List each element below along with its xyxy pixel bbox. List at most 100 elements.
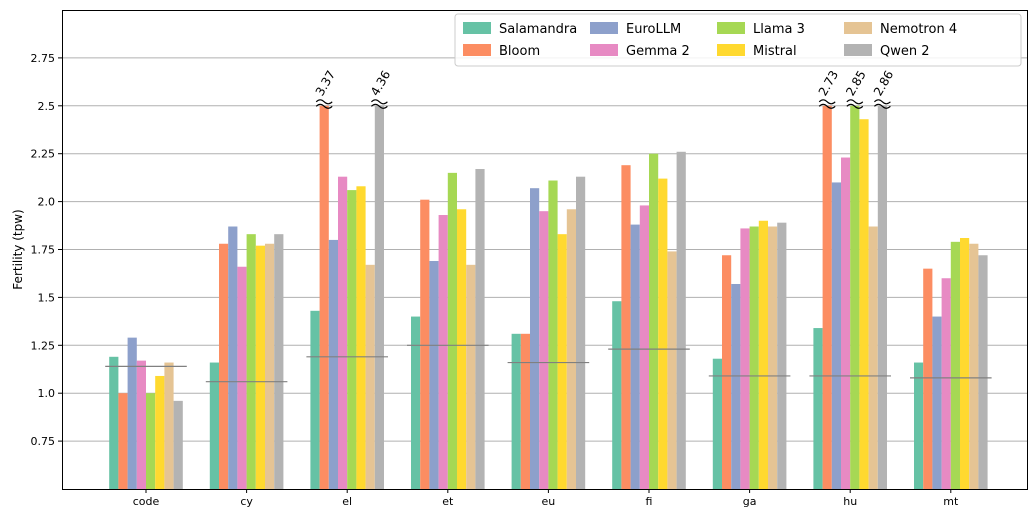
axis-break-marker <box>315 103 333 109</box>
bar <box>155 375 165 489</box>
bar <box>712 358 722 489</box>
bar <box>246 234 256 489</box>
legend-swatch <box>717 44 745 56</box>
bar <box>548 180 558 490</box>
bar <box>173 400 183 489</box>
legend-label: Qwen 2 <box>880 44 930 59</box>
bar <box>265 243 275 489</box>
axis-break-marker <box>818 103 836 109</box>
legend: Salamandra Bloom EuroLLM Gemma 2 Llama 3 Mist… <box>454 13 1022 67</box>
bar <box>877 105 887 490</box>
bar <box>978 255 988 489</box>
bar <box>649 153 659 489</box>
bar <box>932 316 942 489</box>
bar <box>520 333 530 489</box>
bar <box>429 260 439 489</box>
y-tick-label: 1.75 <box>31 244 56 257</box>
legend-label: Nemotron 4 <box>880 22 957 37</box>
bar <box>447 172 457 490</box>
legend-label: Gemma 2 <box>626 44 690 59</box>
x-axis-ticks: code cy el et eu fi ga hu mt <box>133 489 959 508</box>
legend-label: Mistral <box>753 44 797 59</box>
axis-break-marker <box>846 103 864 109</box>
legend-label: Salamandra <box>499 22 577 37</box>
y-axis-label: Fertility (tpw) <box>11 209 25 289</box>
bar <box>530 188 540 490</box>
bar <box>658 178 668 489</box>
bar <box>731 283 741 489</box>
x-tick-label: fi <box>646 495 653 508</box>
y-tick-label: 0.75 <box>31 435 56 448</box>
legend-label: EuroLLM <box>626 22 681 37</box>
bar <box>749 226 759 489</box>
x-tick-label: cy <box>240 495 253 508</box>
y-tick-label: 2.25 <box>31 148 56 161</box>
bar <box>255 245 265 489</box>
bar <box>438 215 448 489</box>
bar <box>365 264 375 489</box>
x-tick-label: ga <box>743 495 757 508</box>
bar <box>639 205 649 489</box>
y-tick-label: 2.0 <box>38 196 56 209</box>
axis-break-marker <box>874 103 891 109</box>
bar <box>758 220 768 489</box>
bar <box>868 226 878 489</box>
legend-swatch <box>590 22 618 34</box>
bar <box>722 255 732 489</box>
legend-swatch <box>717 22 745 34</box>
bar <box>576 176 586 489</box>
legend-swatch <box>844 44 872 56</box>
bar <box>164 362 174 489</box>
bar <box>466 264 476 489</box>
axis-break-marker <box>371 103 388 109</box>
axis-break-marker <box>371 99 388 105</box>
bar <box>356 186 366 489</box>
bar <box>667 251 677 489</box>
bar <box>127 337 137 489</box>
bar <box>557 234 567 489</box>
bar <box>740 228 750 489</box>
y-axis-ticks: 0.75 1.0 1.25 1.5 1.75 2.0 2.25 2.5 2.75 <box>31 52 62 448</box>
bar <box>831 182 841 489</box>
x-tick-label: eu <box>542 495 556 508</box>
bar <box>914 362 924 489</box>
break-markers-layer: 3.37 4.36 2.73 2.85 2.86 <box>313 68 896 109</box>
clipped-value-label: 2.86 <box>871 68 896 98</box>
bar <box>118 393 128 489</box>
bar <box>850 105 860 490</box>
y-tick-label: 1.5 <box>38 291 56 304</box>
legend-swatch <box>590 44 618 56</box>
x-tick-label: el <box>342 495 352 508</box>
x-tick-label: code <box>133 495 160 508</box>
bar <box>328 239 338 489</box>
bar <box>950 241 960 489</box>
bar <box>960 238 970 489</box>
bar <box>859 119 869 489</box>
bar <box>310 310 320 489</box>
clipped-value-label: 4.36 <box>368 68 393 98</box>
y-tick-label: 2.75 <box>31 52 56 65</box>
bar <box>768 226 778 489</box>
bar <box>969 243 979 489</box>
bar <box>941 278 951 489</box>
bar <box>411 316 421 489</box>
y-tick-label: 1.0 <box>38 387 56 400</box>
legend-swatch <box>844 22 872 34</box>
bar <box>374 105 384 490</box>
bar <box>813 328 823 489</box>
legend-swatch <box>463 44 491 56</box>
bar <box>457 209 467 489</box>
bar <box>319 105 329 490</box>
axis-break-marker <box>874 99 891 105</box>
clipped-value-label: 2.73 <box>816 68 841 98</box>
bar <box>136 360 146 489</box>
bar <box>822 105 832 490</box>
bar <box>612 301 622 489</box>
axis-break-marker <box>846 99 864 105</box>
bar <box>209 362 219 489</box>
bar <box>347 190 357 489</box>
bar <box>841 157 851 490</box>
bar <box>237 266 247 489</box>
bar <box>566 209 576 489</box>
